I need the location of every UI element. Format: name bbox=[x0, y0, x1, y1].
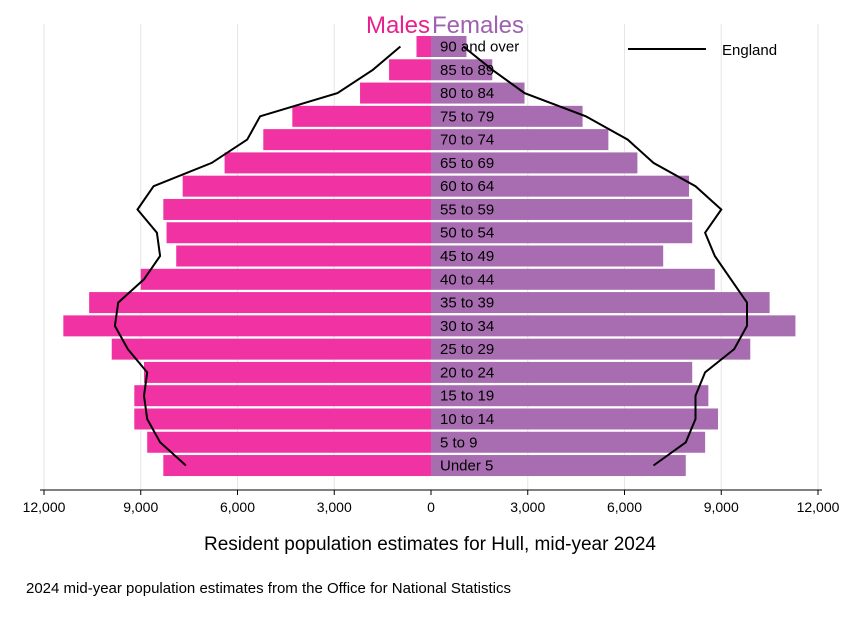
age-label: 50 to 54 bbox=[440, 225, 494, 242]
x-tick-label: 3,000 bbox=[510, 499, 545, 515]
x-tick-label: 9,000 bbox=[123, 499, 158, 515]
age-label: 20 to 24 bbox=[440, 364, 494, 381]
age-label: 70 to 74 bbox=[440, 132, 494, 149]
bar-male bbox=[389, 59, 431, 81]
x-axis: 12,000 9,000 6,000 3,000 0 3,000 6,000 9,000 12,… bbox=[23, 489, 840, 515]
age-label: 5 to 9 bbox=[440, 434, 478, 451]
bar-male bbox=[63, 315, 431, 337]
bar-female bbox=[431, 245, 664, 267]
legend: England bbox=[628, 42, 777, 59]
x-tick-label: 0 bbox=[427, 499, 435, 515]
bar-female bbox=[431, 105, 583, 127]
bar-male bbox=[147, 431, 431, 453]
bar-female bbox=[431, 152, 638, 174]
age-label: 40 to 44 bbox=[440, 271, 494, 288]
bar-male bbox=[176, 245, 431, 267]
age-label: 55 to 59 bbox=[440, 201, 494, 218]
bar-female bbox=[431, 129, 609, 151]
england-line-females bbox=[462, 45, 748, 467]
age-label: 10 to 14 bbox=[440, 411, 494, 428]
bar-male bbox=[134, 385, 432, 407]
age-label: 60 to 64 bbox=[440, 178, 494, 195]
x-axis-title: Resident population estimates for Hull, … bbox=[204, 534, 656, 555]
legend-england-label: England bbox=[722, 42, 777, 59]
england-line-males bbox=[113, 45, 402, 467]
bar-female bbox=[431, 292, 770, 314]
england-lines bbox=[113, 45, 748, 467]
male-bars bbox=[63, 36, 432, 477]
bar-male bbox=[292, 105, 431, 127]
females-title: Females bbox=[432, 12, 524, 39]
age-label: 75 to 79 bbox=[440, 108, 494, 125]
x-tick-label: 12,000 bbox=[797, 499, 840, 515]
bar-male bbox=[224, 152, 431, 174]
bar-female bbox=[431, 198, 693, 220]
bar-male bbox=[111, 338, 431, 360]
bar-male bbox=[140, 268, 431, 290]
bar-female bbox=[431, 82, 525, 104]
x-tick-label: 12,000 bbox=[23, 499, 66, 515]
bar-female bbox=[431, 361, 693, 383]
bar-female bbox=[431, 222, 693, 244]
age-label: 90 and over bbox=[440, 39, 519, 56]
bar-male bbox=[360, 82, 431, 104]
bar-female bbox=[431, 385, 709, 407]
age-label: Under 5 bbox=[440, 458, 493, 475]
bar-female bbox=[431, 338, 751, 360]
x-tick-label: 6,000 bbox=[607, 499, 642, 515]
bar-male bbox=[89, 292, 432, 314]
bar-female bbox=[431, 315, 796, 337]
age-label: 65 to 69 bbox=[440, 155, 494, 172]
female-bars bbox=[431, 36, 796, 477]
bar-male bbox=[182, 175, 431, 197]
bar-female bbox=[431, 175, 689, 197]
bar-male bbox=[134, 408, 432, 430]
age-label: 30 to 34 bbox=[440, 318, 494, 335]
source-note: 2024 mid-year population estimates from … bbox=[26, 580, 511, 597]
x-tick-label: 9,000 bbox=[704, 499, 739, 515]
age-label: 25 to 29 bbox=[440, 341, 494, 358]
age-label: 45 to 49 bbox=[440, 248, 494, 265]
bar-male bbox=[416, 36, 431, 57]
age-group-labels: 90 and over 85 to 89 80 to 84 75 to 79 70 to… bbox=[440, 39, 519, 475]
age-label: 80 to 84 bbox=[440, 85, 494, 102]
bar-female bbox=[431, 59, 493, 81]
x-tick-label: 3,000 bbox=[317, 499, 352, 515]
bar-female bbox=[431, 408, 719, 430]
age-label: 15 to 19 bbox=[440, 388, 494, 405]
x-tick-label: 6,000 bbox=[220, 499, 255, 515]
bar-male bbox=[163, 198, 431, 220]
bar-female bbox=[431, 268, 715, 290]
age-label: 35 to 39 bbox=[440, 295, 494, 312]
bar-female bbox=[431, 455, 686, 477]
males-title: Males bbox=[366, 12, 430, 39]
bar-female bbox=[431, 36, 467, 57]
bar-female bbox=[431, 431, 706, 453]
age-label: 85 to 89 bbox=[440, 62, 494, 79]
bar-male bbox=[143, 361, 431, 383]
bar-male bbox=[263, 129, 431, 151]
bar-male bbox=[166, 222, 432, 244]
bar-male bbox=[163, 455, 431, 477]
